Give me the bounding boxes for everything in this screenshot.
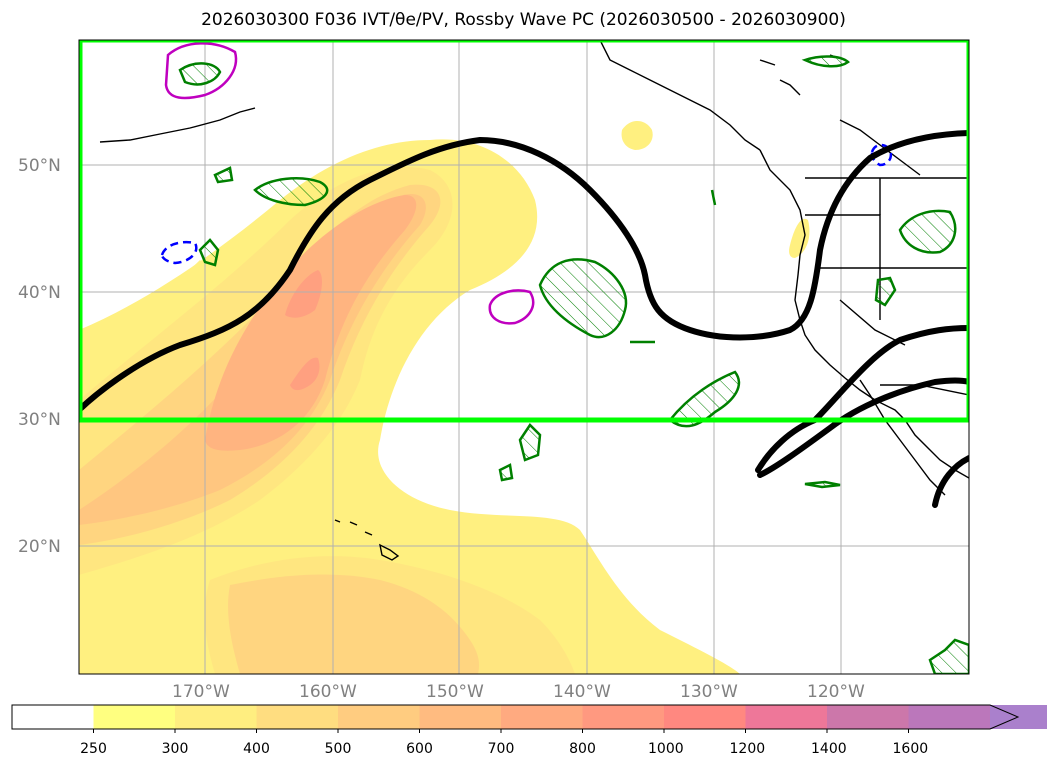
ivt-600-region <box>205 195 417 451</box>
colorbar-tick-label: 400 <box>243 741 270 757</box>
pv-contour-6 <box>518 423 542 462</box>
colorbar-segment <box>908 705 991 729</box>
pv-contour-1 <box>253 177 329 207</box>
ivt-400-south <box>228 574 480 674</box>
colorbar-tick-label: 1000 <box>648 741 684 757</box>
colorbar-segment <box>419 705 502 729</box>
ivt-shading <box>79 121 810 674</box>
pv-contour-5 <box>198 238 220 267</box>
colorbar-segment-below <box>12 705 94 729</box>
colorbar-tick-label: 1200 <box>729 741 766 757</box>
theta-high-contour-2 <box>488 289 535 325</box>
pv-contour-14 <box>630 189 717 344</box>
pv-contour-11 <box>213 166 234 184</box>
pv-contour-10 <box>801 55 850 68</box>
pv-contour-8 <box>928 638 969 674</box>
pv-contour-4 <box>898 209 957 254</box>
analysis-box <box>79 40 969 423</box>
lon-label-130w: 130°W <box>680 682 738 702</box>
theta-low-contour-2 <box>870 143 893 167</box>
pv-contours <box>178 55 969 674</box>
lon-label-150w: 150°W <box>426 682 484 702</box>
lat-label-20n: 20°N <box>18 537 61 557</box>
colorbar-segment <box>745 705 828 729</box>
colorbar-segment <box>664 705 746 729</box>
colorbar-tick-label: 800 <box>569 741 596 757</box>
ivt-700-core <box>285 270 322 318</box>
ivt-700-core-south <box>290 357 320 391</box>
map-area <box>79 40 969 674</box>
north-american-coast <box>759 149 969 479</box>
lat-label-50n: 50°N <box>18 156 61 176</box>
colorbar-tick-label: 700 <box>487 741 515 757</box>
state-border-1 <box>805 214 969 269</box>
rossby-contour-east-1 <box>755 325 969 473</box>
lon-label-170w: 170°W <box>172 682 230 702</box>
colorbar-tick-label: 1400 <box>811 741 847 757</box>
colorbar-outline <box>11 704 1020 730</box>
colorbar-segment <box>93 705 176 729</box>
theta-contours <box>160 42 893 325</box>
colorbar-segment <box>338 705 420 729</box>
colorbar-segment <box>582 705 665 729</box>
rossby-contour-main <box>79 130 969 413</box>
colorbar-tick-label: 600 <box>406 741 433 757</box>
pv-contour-12 <box>498 463 514 482</box>
theta-low-contour-1 <box>160 240 198 265</box>
colorbar <box>11 704 1047 733</box>
alaska-southeast-coast <box>599 40 761 151</box>
ivt-250-nw-blob <box>621 121 653 150</box>
lat-label-30n: 30°N <box>18 410 61 430</box>
map-frame <box>78 39 970 675</box>
rossby-contour-east-3 <box>932 455 969 508</box>
pv-contour-7 <box>874 276 897 307</box>
colorbar-tick-label: 300 <box>161 741 189 757</box>
pv-contour-13 <box>804 480 841 489</box>
colorbar-tick-label: 250 <box>80 741 107 757</box>
lat-label-40n: 40°N <box>18 283 61 303</box>
baja-coast <box>859 379 946 496</box>
lon-label-160w: 160°W <box>299 682 357 702</box>
pv-contour-2 <box>538 258 628 339</box>
theta-high-contour-1 <box>164 42 238 100</box>
rossby-wave-contours <box>79 130 969 508</box>
colorbar-segment <box>501 705 583 729</box>
pv-contour-9 <box>178 62 222 86</box>
colorbar-tick-label: 1600 <box>892 741 929 757</box>
alaska-aleutian-coast <box>99 107 256 143</box>
colorbar-tick-label: 500 <box>324 741 352 757</box>
hawaii-islands <box>334 519 400 561</box>
lon-label-140w: 140°W <box>553 682 611 702</box>
colorbar-segment <box>175 705 257 729</box>
map-title: 2026030300 F036 IVT/θe/PV, Rossby Wave P… <box>201 10 846 30</box>
lon-label-120w: 120°W <box>807 682 865 702</box>
colorbar-segment <box>256 705 339 729</box>
colorbar-segment <box>827 705 909 729</box>
canada-interior <box>839 119 921 176</box>
pv-contour-3 <box>668 370 741 428</box>
rossby-contour-east-2 <box>757 377 969 478</box>
